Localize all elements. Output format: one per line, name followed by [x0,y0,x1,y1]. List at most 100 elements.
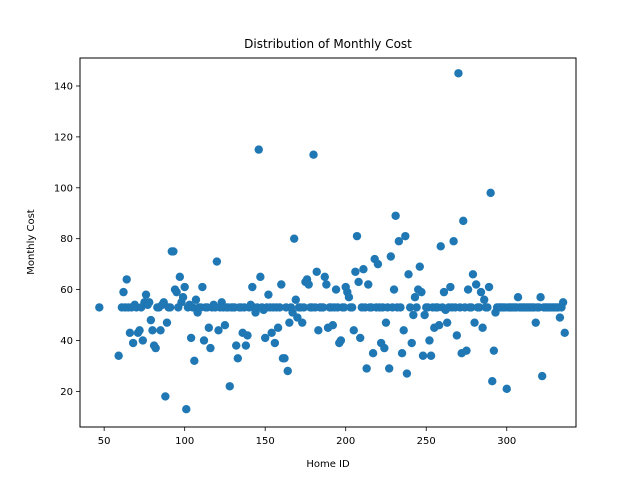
data-point-105 [283,366,292,376]
data-point-115 [299,303,309,312]
data-point-38 [175,272,185,282]
y-tick-label: 80 [60,234,73,245]
data-point-225 [476,287,486,297]
data-point-187 [415,262,424,271]
data-point-211 [454,69,463,78]
data-point-42 [182,404,191,414]
data-point-80 [243,331,252,340]
data-point-17 [141,290,151,299]
data-point-171 [389,285,399,294]
data-point-227 [480,295,489,304]
x-tick-label: 150 [256,436,275,447]
data-point-140 [339,303,349,312]
y-tick-label: 20 [60,387,73,398]
data-point-165 [380,343,389,353]
data-point-180 [404,270,413,279]
x-tick-label: 250 [417,436,436,447]
data-point-0 [95,303,104,312]
data-point-69 [225,382,234,391]
data-point-229 [483,303,492,312]
data-point-7 [125,328,135,338]
data-point-118 [304,280,313,289]
data-point-21 [148,326,157,335]
data-point-263 [537,371,547,381]
data-point-189 [418,351,428,360]
data-point-40 [178,293,188,302]
data-point-127 [318,303,328,312]
data-point-177 [399,326,408,335]
data-point-79 [241,341,251,350]
data-point-148 [352,231,362,241]
data-point-41 [180,282,189,292]
data-point-179 [402,369,412,378]
data-point-135 [331,285,341,294]
data-point-110 [291,295,300,304]
data-point-262 [536,293,545,302]
x-axis-title: Home ID [306,459,350,470]
data-point-91 [260,333,270,343]
data-point-194 [426,351,436,360]
x-tick-label: 100 [175,436,194,447]
data-point-56 [204,323,214,332]
data-point-95 [267,328,276,338]
x-tick-label: 50 [98,436,111,447]
data-point-176 [397,349,407,358]
data-point-29 [161,392,170,401]
data-point-233 [489,346,499,355]
data-point-62 [214,326,223,335]
data-point-66 [220,321,230,330]
data-point-129 [322,280,331,289]
data-point-146 [349,326,358,335]
data-point-224 [475,303,484,312]
data-point-226 [478,323,487,332]
data-point-232 [488,376,497,386]
data-point-52 [198,282,207,292]
data-point-32 [165,303,175,312]
data-point-155 [364,280,373,289]
data-point-26 [156,326,165,335]
y-axis-title: Monthly Cost [26,209,37,275]
data-point-106 [285,318,294,327]
data-point-93 [264,290,273,299]
data-point-202 [439,287,449,297]
data-point-45 [186,333,196,343]
data-point-53 [199,336,209,345]
data-point-168 [384,364,394,373]
data-point-217 [463,285,473,294]
data-point-99 [273,323,283,332]
data-point-48 [191,295,201,304]
data-point-13 [135,326,144,335]
x-tick-label: 200 [336,436,355,447]
data-point-5 [122,275,131,284]
plot-frame [79,57,577,428]
data-point-143 [344,293,354,302]
data-point-221 [470,318,479,327]
data-point-220 [468,270,478,279]
data-point-30 [162,318,172,327]
data-point-87 [254,145,263,154]
data-point-88 [256,272,265,282]
data-point-1 [114,351,123,360]
data-point-172 [391,211,400,220]
data-point-124 [314,326,323,335]
data-point-23 [151,343,160,353]
data-point-147 [351,267,360,276]
data-point-204 [442,318,452,327]
data-point-206 [446,282,455,292]
data-point-214 [459,216,468,226]
data-point-19 [145,298,154,307]
data-point-193 [425,336,434,345]
data-point-123 [312,267,321,276]
data-point-103 [280,354,289,363]
data-point-248 [513,293,523,302]
data-point-169 [386,252,396,261]
data-point-219 [467,303,476,312]
data-point-231 [486,188,495,198]
data-point-230 [484,282,494,292]
data-point-216 [462,346,471,355]
y-tick-label: 100 [54,183,73,194]
data-point-57 [206,343,215,353]
y-tick-label: 60 [60,285,73,296]
data-point-181 [405,303,415,312]
data-point-161 [373,259,383,269]
